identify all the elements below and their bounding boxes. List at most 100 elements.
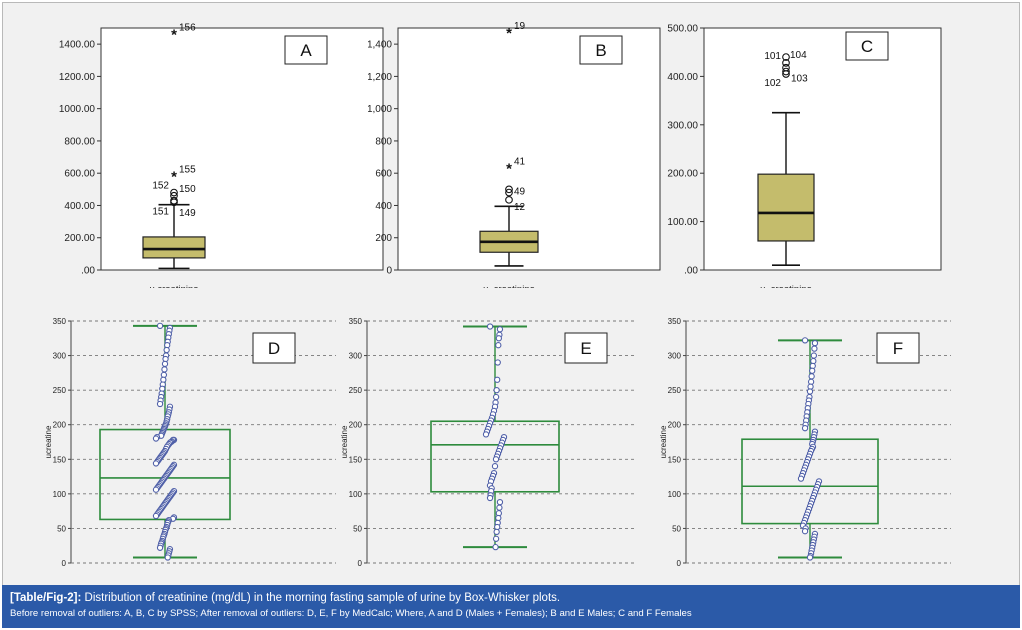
extreme-outlier-marker: *	[171, 26, 177, 43]
y-tick-label: 0	[358, 559, 363, 568]
data-point	[496, 499, 504, 506]
data-point	[156, 544, 164, 551]
panel-letter: A	[300, 41, 312, 60]
data-point	[493, 528, 500, 536]
outlier-label: 49	[514, 187, 526, 198]
outlier-label: 150	[179, 184, 196, 195]
outlier-label: 151	[152, 207, 169, 218]
y-tick-label: 1,400	[368, 40, 392, 51]
y-tick-label: 1000.00	[59, 104, 96, 115]
y-tick-label: 0	[386, 266, 392, 277]
y-tick-label: 100	[349, 490, 363, 499]
data-point	[806, 554, 814, 561]
y-tick-label: 800	[375, 136, 392, 147]
y-tick-label: 100.00	[667, 217, 698, 228]
panel-letter-box	[845, 31, 889, 61]
outlier-label: 101	[764, 51, 781, 62]
panel-letter-box	[876, 332, 920, 364]
data-point	[801, 528, 809, 535]
data-point	[163, 346, 170, 354]
y-tick-label: 200	[375, 233, 392, 244]
y-tick-label: 50	[353, 524, 362, 533]
y-tick-label: 400.00	[64, 201, 95, 212]
y-tick-label: 800.00	[64, 136, 95, 147]
outlier-marker	[782, 70, 790, 78]
y-tick-label: 1200.00	[59, 72, 96, 83]
iqr-box	[757, 173, 815, 242]
data-point	[486, 323, 494, 330]
y-tick-label: 300	[349, 352, 363, 361]
outlier-label: 149	[179, 208, 196, 219]
data-point	[492, 535, 500, 542]
data-point	[494, 376, 501, 383]
plot-area	[703, 27, 942, 271]
y-tick-label: 400.00	[667, 72, 698, 83]
data-point	[482, 431, 490, 438]
panel-letter: D	[268, 339, 280, 358]
y-tick-label: 250	[349, 386, 363, 395]
outlier-label: 41	[514, 156, 526, 167]
data-point	[491, 463, 499, 470]
y-tick-label: 50	[672, 524, 681, 533]
data-point	[161, 360, 169, 368]
outlier-label: 12	[514, 202, 526, 213]
panel-letter-box	[252, 332, 296, 364]
data-point	[495, 335, 502, 342]
outlier-marker	[505, 185, 513, 194]
panel-letter: B	[595, 41, 606, 60]
data-point	[492, 456, 500, 463]
data-point	[493, 386, 500, 394]
panel-letter-box	[284, 35, 328, 65]
outlier-marker	[170, 188, 178, 197]
y-tick-label: 350	[668, 317, 682, 326]
box-plot-panel-b: 02004006008001,0001,2001,400*19*414912u_…	[368, 21, 661, 288]
y-tick-label: 600.00	[64, 169, 95, 180]
y-tick-label: 100	[53, 490, 67, 499]
data-point	[797, 475, 805, 482]
data-point	[152, 460, 160, 467]
x-axis-label: u_creatinine	[483, 284, 535, 288]
x-axis-label: u.creatinine	[149, 284, 198, 288]
figure-caption: [Table/Fig-2]: Distribution of creatinin…	[2, 585, 1020, 628]
y-tick-label: 200	[668, 421, 682, 430]
data-point	[152, 486, 160, 493]
caption-title-line: [Table/Fig-2]: Distribution of creatinin…	[10, 591, 1012, 605]
data-point	[808, 373, 815, 380]
outlier-label: 19	[514, 21, 526, 32]
x-axis-label: u_creatinine	[760, 284, 812, 288]
data-point	[496, 326, 504, 333]
y-tick-label: 200.00	[667, 169, 698, 180]
outlier-label: 103	[791, 74, 808, 85]
y-tick-label: 1,000	[368, 104, 392, 115]
data-point	[492, 543, 499, 551]
y-tick-label: 0	[62, 559, 67, 568]
caption-title: Distribution of creatinine (mg/dL) in th…	[84, 592, 561, 604]
data-point	[494, 359, 501, 366]
y-axis-label: ucreatine	[44, 425, 53, 458]
outlier-marker	[782, 67, 790, 76]
y-tick-label: 150	[53, 455, 67, 464]
data-point	[811, 345, 818, 352]
iqr-box	[142, 236, 206, 259]
box-plot-panel-a: .00 200.00 400.00 600.00 800.00 1000.00 1200.0…	[59, 22, 384, 288]
y-tick-label: 1400.00	[59, 40, 96, 51]
y-tick-label: 200.00	[64, 233, 95, 244]
data-point	[164, 554, 171, 561]
outlier-marker	[170, 198, 178, 207]
data-point	[161, 366, 168, 373]
box-plot-panel-e: 0 50 100 150 200 250 300 350 ucreatine E	[340, 317, 637, 568]
y-tick-label: 250	[668, 386, 682, 395]
y-tick-label: 350	[349, 317, 363, 326]
outlier-label: 156	[179, 22, 196, 33]
box-plot-panel-f: 0 50 100 150 200 250 300 350 ucreatine F	[659, 317, 951, 568]
data-point	[801, 337, 809, 344]
y-tick-label: 200	[53, 421, 67, 430]
data-point	[156, 322, 164, 329]
data-point	[806, 388, 814, 395]
panel-letter: C	[861, 37, 873, 56]
box-plot-panel-c: .00 100.00 200.00 300.00 400.00 500.00 104 101 1…	[667, 24, 942, 288]
plot-area	[100, 27, 384, 271]
caption-note: Before removal of outliers: A, B, C by S…	[10, 608, 692, 619]
data-point	[152, 435, 160, 442]
outlier-marker	[782, 53, 790, 61]
